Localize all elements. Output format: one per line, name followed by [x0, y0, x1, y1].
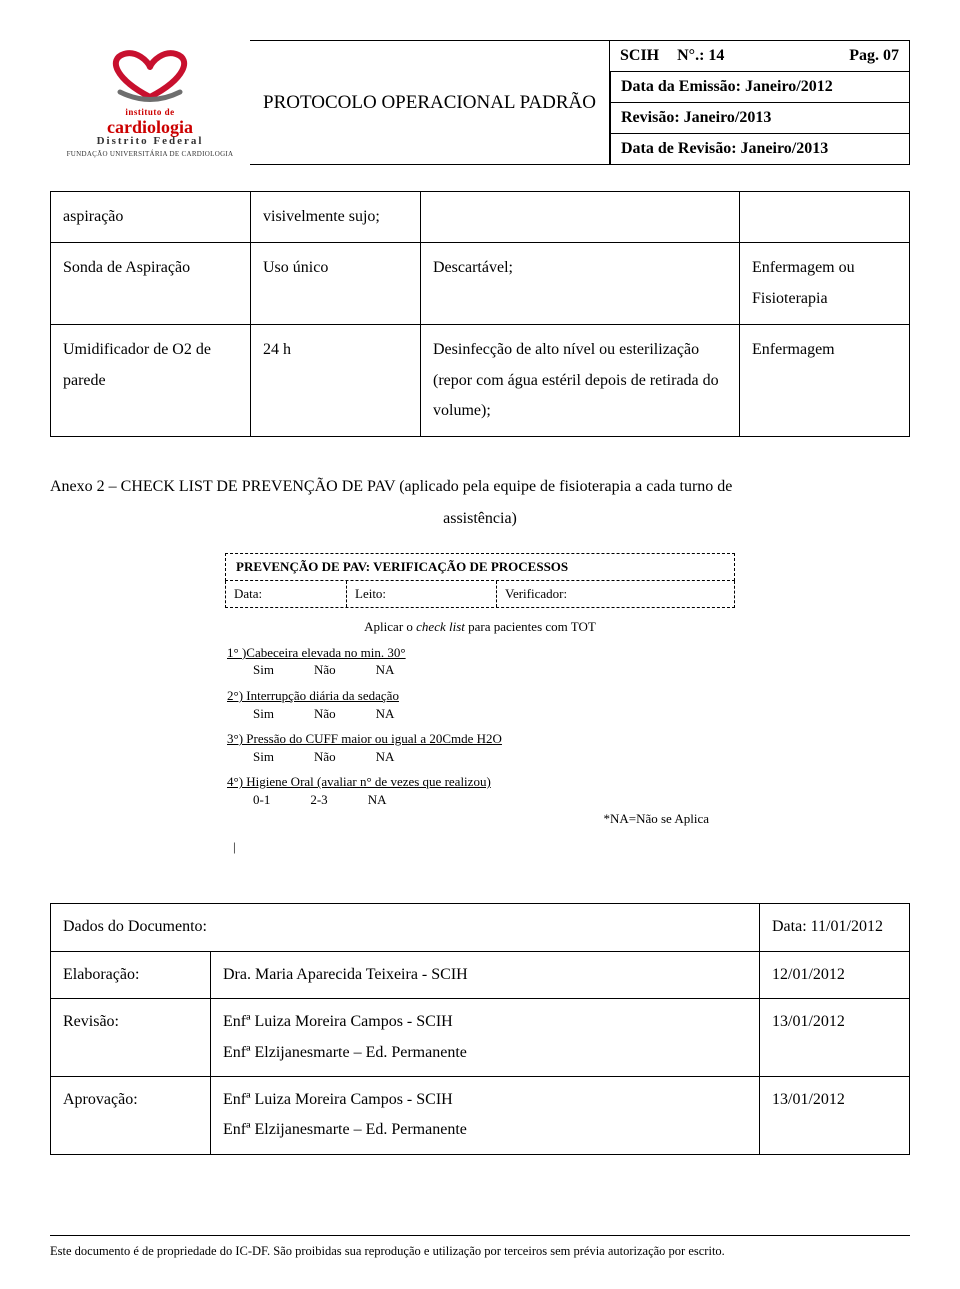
date: 13/01/2012 — [760, 1076, 910, 1154]
logo-line3: Distrito Federal — [97, 136, 204, 147]
dados-header: Dados do Documento: — [51, 904, 760, 951]
date: 12/01/2012 — [760, 951, 910, 998]
footer-text: Este documento é de propriedade do IC-DF… — [50, 1244, 910, 1259]
scih-label: SCIH — [620, 47, 659, 65]
table-row: Dados do Documento: Data: 11/01/2012 — [51, 904, 910, 951]
cell: Enfermagem — [740, 325, 910, 437]
scih-num: N°.: 14 — [677, 47, 724, 65]
opt: Sim — [253, 705, 274, 723]
emission: Data da Emissão: Janeiro/2012 — [621, 78, 833, 96]
opt: 2-3 — [310, 791, 327, 809]
q3: 3°) Pressão do CUFF maior ou igual a 20C… — [227, 731, 502, 746]
cell: visivelmente sujo; — [251, 192, 421, 243]
cell: Sonda de Aspiração — [51, 243, 251, 325]
form-body: Aplicar o check list para pacientes com … — [225, 608, 735, 861]
table-row: Elaboração: Dra. Maria Aparecida Teixeir… — [51, 951, 910, 998]
text: Enfª Luiza Moreira Campos - SCIH Enfª El… — [211, 999, 760, 1077]
form-date: Data: — [226, 581, 346, 607]
cell — [421, 192, 740, 243]
txt: para pacientes com TOT — [465, 619, 596, 634]
txt: Aplicar o — [364, 619, 416, 634]
page-label: Pag. 07 — [849, 47, 899, 65]
pipe: | — [233, 838, 733, 856]
cell: Uso único — [251, 243, 421, 325]
label: Elaboração: — [51, 951, 211, 998]
opt: Sim — [253, 661, 274, 679]
text: Enfª Luiza Moreira Campos - SCIH Enfª El… — [211, 1076, 760, 1154]
opt: 0-1 — [253, 791, 270, 809]
table-row: Aprovação: Enfª Luiza Moreira Campos - S… — [51, 1076, 910, 1154]
anexo-caption: Anexo 2 – CHECK LIST DE PREVENÇÃO DE PAV… — [50, 471, 910, 535]
q4-opts: 0-1 2-3 NA — [227, 791, 733, 809]
logo: instituto de cardiologia Distrito Federa… — [50, 40, 250, 165]
label: Aprovação: — [51, 1076, 211, 1154]
doc-title: PROTOCOLO OPERACIONAL PADRÃO — [250, 40, 610, 165]
opt: Não — [314, 748, 336, 766]
text: Dra. Maria Aparecida Teixeira - SCIH — [211, 951, 760, 998]
footer-rule — [50, 1235, 910, 1236]
opt: Sim — [253, 748, 274, 766]
opt: NA — [376, 748, 395, 766]
dados-date: Data: 11/01/2012 — [760, 904, 910, 951]
form-apply: Aplicar o check list para pacientes com … — [227, 618, 733, 636]
cell: Enfermagem ou Fisioterapia — [740, 243, 910, 325]
opt: NA — [368, 791, 387, 809]
logo-line1: instituto de — [125, 107, 174, 117]
doc-meta: SCIH N°.: 14 Pag. 07 Data da Emissão: Ja… — [610, 40, 910, 165]
equipment-table: aspiração visivelmente sujo; Sonda de As… — [50, 191, 910, 437]
form-title: PREVENÇÃO DE PAV: VERIFICAÇÃO DE PROCESS… — [225, 553, 735, 581]
q1: 1° )Cabeceira elevada no min. 30° — [227, 645, 406, 660]
q4: 4°) Higiene Oral (avaliar n° de vezes qu… — [227, 774, 491, 789]
form-leito: Leito: — [346, 581, 496, 607]
cell: Descartável; — [421, 243, 740, 325]
doc-header: instituto de cardiologia Distrito Federa… — [50, 40, 910, 165]
table-row: Sonda de Aspiração Uso único Descartável… — [51, 243, 910, 325]
cell: 24 h — [251, 325, 421, 437]
q2-opts: Sim Não NA — [227, 705, 733, 723]
table-row: Revisão: Enfª Luiza Moreira Campos - SCI… — [51, 999, 910, 1077]
opt: NA — [376, 661, 395, 679]
form-verif: Verificador: — [496, 581, 734, 607]
logo-line4: FUNDAÇÃO UNIVERSITÁRIA DE CARDIOLOGIA — [67, 150, 234, 158]
heart-icon — [90, 47, 210, 105]
q3-opts: Sim Não NA — [227, 748, 733, 766]
anexo-line1: Anexo 2 – CHECK LIST DE PREVENÇÃO DE PAV… — [50, 471, 910, 503]
label: Revisão: — [51, 999, 211, 1077]
opt: Não — [314, 661, 336, 679]
na-note: *NA=Não se Aplica — [227, 810, 733, 828]
opt: Não — [314, 705, 336, 723]
form-id-row: Data: Leito: Verificador: — [225, 581, 735, 608]
table-row: Umidificador de O2 de parede 24 h Desinf… — [51, 325, 910, 437]
cell: Desinfecção de alto nível ou esterilizaç… — [421, 325, 740, 437]
table-row: aspiração visivelmente sujo; — [51, 192, 910, 243]
checklist-form: PREVENÇÃO DE PAV: VERIFICAÇÃO DE PROCESS… — [225, 553, 735, 861]
txt: check list — [416, 619, 465, 634]
q1-opts: Sim Não NA — [227, 661, 733, 679]
q2: 2°) Interrupção diária da sedação — [227, 688, 399, 703]
dados-table: Dados do Documento: Data: 11/01/2012 Ela… — [50, 903, 910, 1154]
revision: Revisão: Janeiro/2013 — [621, 109, 771, 127]
anexo-line2: assistência) — [50, 503, 910, 535]
logo-line2: cardiologia — [107, 119, 193, 135]
rev-date: Data de Revisão: Janeiro/2013 — [621, 140, 828, 158]
cell: aspiração — [51, 192, 251, 243]
opt: NA — [376, 705, 395, 723]
date: 13/01/2012 — [760, 999, 910, 1077]
cell: Umidificador de O2 de parede — [51, 325, 251, 437]
cell — [740, 192, 910, 243]
